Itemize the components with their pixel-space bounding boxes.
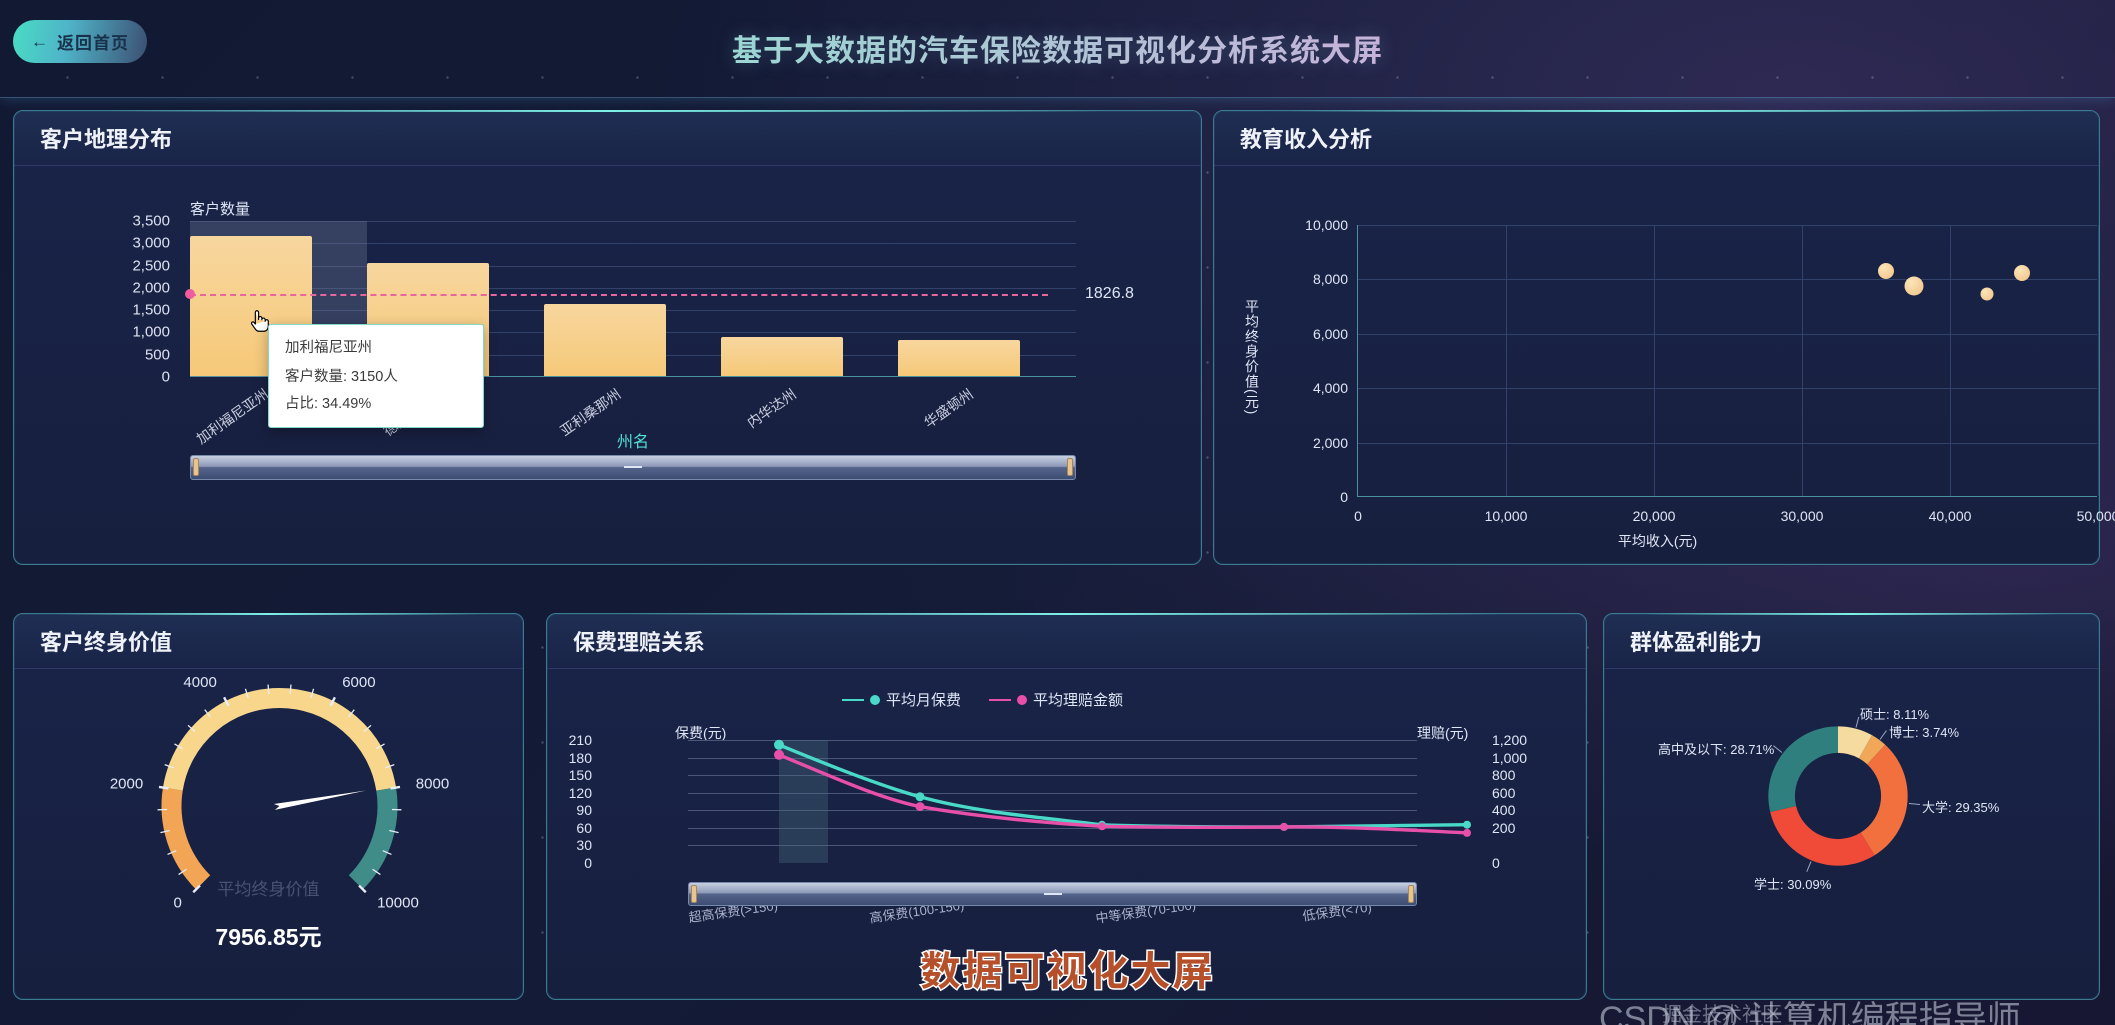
- svg-text:10000: 10000: [377, 895, 419, 912]
- svg-text:6000: 6000: [342, 674, 375, 691]
- svg-text:8000: 8000: [416, 775, 449, 792]
- svg-text:0: 0: [174, 895, 182, 912]
- svg-text:4000: 4000: [183, 674, 216, 691]
- svg-text:2000: 2000: [110, 775, 143, 792]
